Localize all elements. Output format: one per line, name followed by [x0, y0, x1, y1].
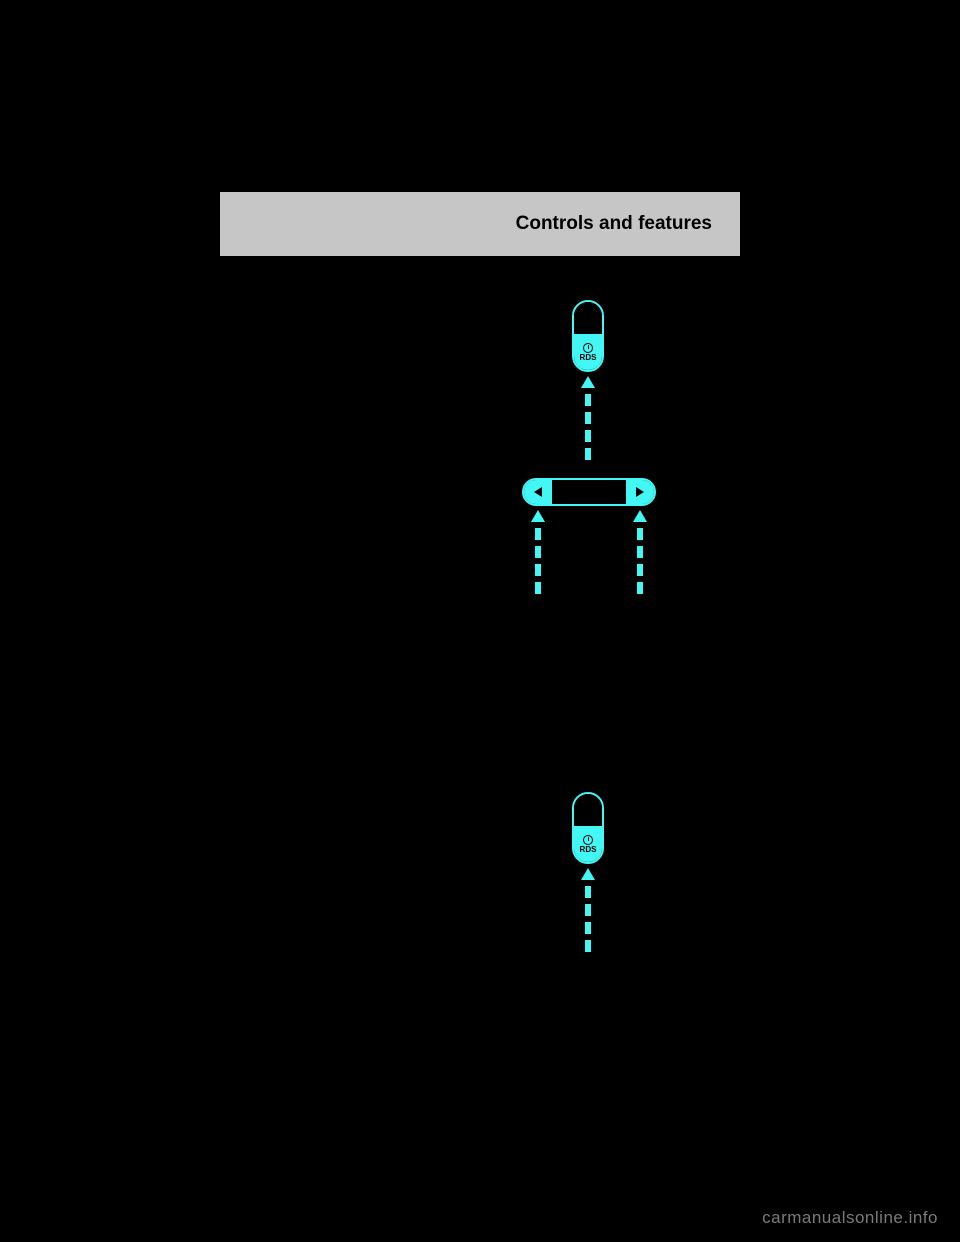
arrow-dash [585, 940, 591, 952]
arrow-indicator-2 [581, 868, 595, 952]
arrow-dash [637, 582, 643, 594]
manual-page: Controls and features RDS [220, 192, 740, 1072]
arrow-dash [637, 546, 643, 558]
arrow-dash [585, 430, 591, 442]
rds-bottom-half: RDS [574, 334, 602, 370]
clock-icon [583, 835, 593, 845]
arrow-dash [585, 412, 591, 424]
section-title: Controls and features [516, 213, 712, 235]
arrow-indicator-left [531, 510, 545, 594]
arrow-head-icon [531, 510, 545, 522]
arrow-head-icon [581, 868, 595, 880]
arrow-dash [535, 564, 541, 576]
arrow-dash [535, 528, 541, 540]
arrow-dash [535, 582, 541, 594]
arrow-dash [585, 922, 591, 934]
clock-icon [583, 343, 593, 353]
arrow-dash [585, 886, 591, 898]
arrow-head-icon [581, 376, 595, 388]
rds-top-half [574, 302, 602, 332]
arrow-dash [585, 904, 591, 916]
rds-button-icon: RDS [572, 792, 604, 864]
seek-right-button [626, 480, 654, 504]
section-header: Controls and features [220, 192, 740, 256]
rds-label: RDS [580, 846, 597, 854]
arrow-indicator-right [633, 510, 647, 594]
arrow-dash [637, 528, 643, 540]
arrow-dash [585, 448, 591, 460]
triangle-left-icon [534, 487, 542, 497]
arrow-indicator-1 [581, 376, 595, 460]
arrow-dash [535, 546, 541, 558]
watermark-text: carmanualsonline.info [762, 1208, 938, 1228]
seek-bar-figure [522, 478, 656, 506]
triangle-right-icon [636, 487, 644, 497]
arrow-dash [585, 394, 591, 406]
rds-button-figure-1: RDS [572, 300, 604, 372]
arrow-head-icon [633, 510, 647, 522]
arrow-dash [637, 564, 643, 576]
rds-label: RDS [580, 354, 597, 362]
rds-button-icon: RDS [572, 300, 604, 372]
seek-left-button [524, 480, 552, 504]
rds-top-half [574, 794, 602, 824]
rds-bottom-half: RDS [574, 826, 602, 862]
rds-button-figure-2: RDS [572, 792, 604, 864]
